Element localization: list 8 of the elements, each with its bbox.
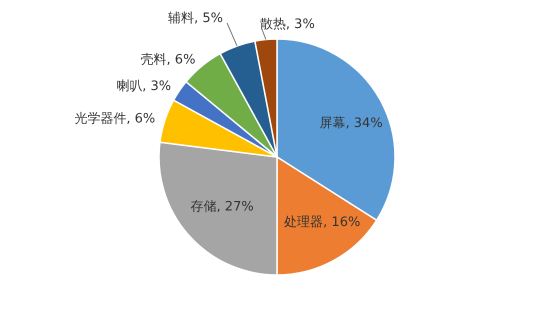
slice-label: 喇叭, 3% [116, 79, 172, 94]
slice-label: 屏幕, 34% [320, 116, 383, 131]
slice-label: 散热, 3% [260, 17, 315, 32]
slice-label: 处理器, 16% [284, 215, 360, 230]
slice-label: 壳料, 6% [140, 52, 196, 68]
slice-label: 辅料, 5% [168, 11, 224, 26]
slice-label: 光学器件, 6% [74, 111, 156, 126]
slice-label: 存储, 27% [190, 199, 254, 214]
